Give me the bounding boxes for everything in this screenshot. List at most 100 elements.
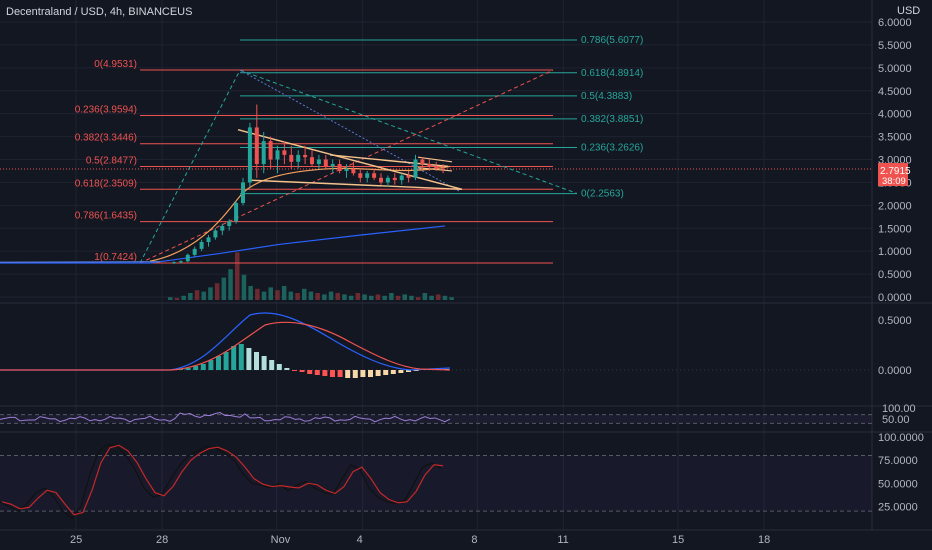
candle-body xyxy=(420,159,425,165)
macd-panel[interactable] xyxy=(0,312,872,378)
price-tick-label: 5.5000 xyxy=(878,40,912,52)
candle-body xyxy=(351,168,356,174)
candle-body xyxy=(379,177,383,183)
candle-body xyxy=(199,242,204,249)
macd-histogram-bar xyxy=(398,370,404,373)
candle-body xyxy=(296,154,301,162)
trend-line-dashed xyxy=(139,69,241,264)
volume-bar xyxy=(235,252,240,300)
candle-body xyxy=(427,164,432,167)
macd-histogram-bar xyxy=(337,370,343,377)
volume-bar xyxy=(194,290,200,300)
price-panel[interactable]: 0(4.9531) 0.236(3.9594) 0.382(3.3446) 0.5(2… xyxy=(0,35,872,300)
candle-body xyxy=(316,159,321,165)
macd-histogram-bar xyxy=(383,370,389,375)
volume-bar xyxy=(395,295,401,300)
volume-bar xyxy=(436,294,441,300)
time-tick-label: Nov xyxy=(271,534,291,546)
fib-label-left: 0(4.9531) xyxy=(94,59,137,70)
macd-histogram-bar xyxy=(330,370,335,377)
rsi-tick-label: 100.00 xyxy=(882,403,916,415)
price-tick-label: 2.0000 xyxy=(878,200,912,212)
candle-body xyxy=(282,150,287,155)
volume-bar xyxy=(315,293,320,300)
price-tick-label: 0.5000 xyxy=(878,269,912,281)
volume-bar xyxy=(422,293,428,300)
macd-histogram-bar xyxy=(208,360,214,370)
macd-histogram-bar xyxy=(390,370,396,374)
price-badge-countdown: 38:09 xyxy=(882,176,906,187)
volume-bar xyxy=(355,293,361,300)
volume-bar xyxy=(328,291,334,300)
volume-bar xyxy=(181,295,186,300)
macd-histogram-bar xyxy=(292,370,297,371)
volume-bar xyxy=(188,293,193,300)
candle-body xyxy=(413,159,418,178)
volume-bar xyxy=(382,295,387,300)
time-tick-label: 28 xyxy=(156,534,168,546)
time-tick-label: 8 xyxy=(471,534,477,546)
volume-bar xyxy=(389,293,394,300)
volume-bar xyxy=(201,291,206,300)
volume-bar xyxy=(255,288,260,300)
time-tick-label: 15 xyxy=(672,534,684,546)
volume-bar xyxy=(402,294,407,300)
time-tick-label: 11 xyxy=(557,534,568,546)
macd-histogram-bar xyxy=(307,370,313,374)
flag-lower xyxy=(417,167,453,172)
macd-tick-label: 0.0000 xyxy=(878,365,912,377)
macd-histogram-bar xyxy=(231,346,237,370)
price-tick-label: 5.0000 xyxy=(878,63,912,75)
fib-label-left: 0.786(1.6435) xyxy=(75,211,137,222)
macd-histogram-bar xyxy=(352,370,358,378)
fib-label-left: 0.618(2.3509) xyxy=(75,178,137,189)
rsi-panel[interactable] xyxy=(0,411,872,424)
macd-tick-label: 0.5000 xyxy=(878,315,912,327)
stoch-tick-label: 50.0000 xyxy=(878,478,918,490)
macd-histogram-bar xyxy=(413,370,419,371)
price-axis[interactable]: 6.00005.50005.00004.50004.00003.50003.00… xyxy=(878,17,924,513)
volume-bar xyxy=(288,291,294,300)
price-tick-label: 1.0000 xyxy=(878,246,912,258)
stoch-d-line xyxy=(1,444,444,516)
candle-body xyxy=(289,154,294,162)
fib-label-right: 0.236(3.2626) xyxy=(581,142,643,153)
macd-histogram-bar xyxy=(368,370,373,377)
candle-body xyxy=(372,173,377,178)
candle-body xyxy=(399,175,404,181)
trend-line-dotted xyxy=(239,69,461,193)
candle-body xyxy=(192,248,197,255)
volume-bar xyxy=(241,274,247,300)
volume-bar xyxy=(375,294,381,300)
volume-bar xyxy=(308,291,314,300)
macd-histogram-bar xyxy=(284,368,290,370)
volume-bar xyxy=(342,294,347,300)
rsi-line xyxy=(0,411,451,423)
macd-histogram-bar xyxy=(345,370,351,378)
candle-body xyxy=(247,127,252,183)
price-tick-label: 6.0000 xyxy=(878,17,912,29)
macd-histogram-bar xyxy=(238,344,244,370)
time-axis[interactable]: 25 28 Nov 4 8 11 15 18 xyxy=(70,534,770,546)
wedge-upper xyxy=(237,129,463,190)
candle-body xyxy=(441,168,446,170)
stoch-panel[interactable] xyxy=(0,443,872,520)
macd-histogram-bar xyxy=(185,368,191,370)
macd-histogram-bar xyxy=(254,352,259,370)
candle-body xyxy=(310,157,314,165)
candle-body xyxy=(358,173,363,178)
candle-body xyxy=(330,164,335,167)
macd-histogram-bar xyxy=(314,370,320,375)
fib-label-left: 0.382(3.3446) xyxy=(75,133,137,144)
volume-bar xyxy=(322,294,327,300)
volume-bar xyxy=(261,291,267,300)
candle-body xyxy=(185,254,190,262)
flag-upper xyxy=(417,156,453,163)
volume-bar xyxy=(248,286,253,300)
wedge-lower xyxy=(247,179,463,190)
macd-histogram-bar xyxy=(200,364,206,370)
macd-histogram-bar xyxy=(360,370,366,377)
macd-histogram-bar xyxy=(223,352,229,370)
